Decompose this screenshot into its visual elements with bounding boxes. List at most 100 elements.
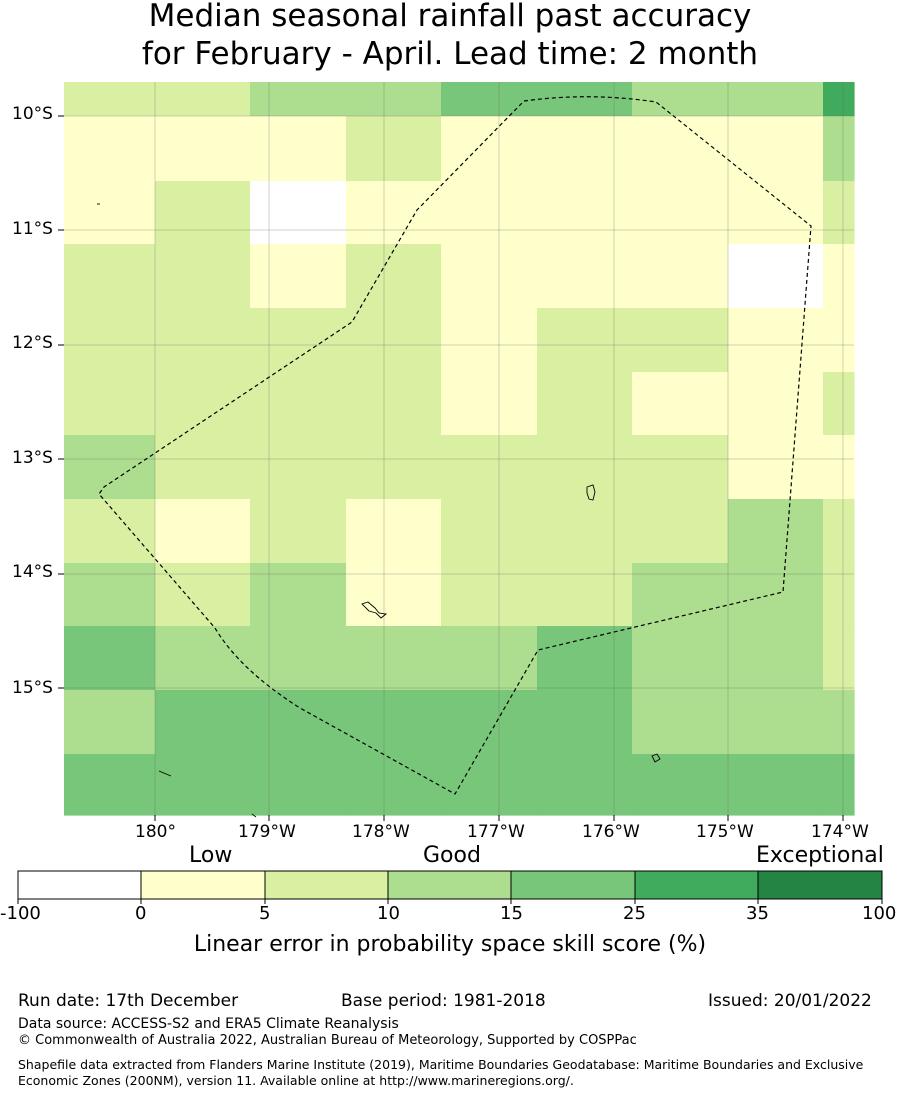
colorbar-category-low: Low [189,843,233,868]
x-tick-label: 179°W [238,822,296,842]
island-outline [251,813,257,818]
skill-cell [346,372,442,436]
skill-cell [537,82,633,117]
colorbar-tick-label: 10 [377,903,400,924]
x-tick-label: 176°W [582,822,640,842]
skill-cell [250,499,347,564]
skill-cell [155,308,251,373]
y-tick-label: 12°S [12,333,53,353]
colorbar-segment [511,871,635,899]
skill-cell [823,372,855,436]
skill-cell [728,626,824,691]
colorbar-segment [141,871,265,899]
colorbar-label: Linear error in probability space skill … [193,932,707,957]
skill-cell [346,116,442,182]
skill-cell [728,435,824,500]
y-tick-label: 13°S [12,448,53,468]
skill-cell [346,82,442,117]
skill-cell [537,372,633,436]
skill-cell [441,690,538,755]
skill-cell [64,499,156,564]
skill-cell [632,563,729,627]
island-outline [361,601,388,619]
skill-cell [441,181,538,245]
skill-cell [346,435,442,500]
skill-cell [250,563,347,627]
colorbar-tick-label: 35 [746,903,769,924]
skill-cell [537,308,633,373]
skill-cell [155,563,251,627]
skill-cell [64,372,156,436]
colorbar-tick-label: 5 [259,903,271,924]
skill-cell [632,244,729,309]
skill-cell [441,308,538,373]
skill-cell [537,116,633,182]
skill-cell [728,82,824,117]
x-tick-label: 174°W [811,822,869,842]
skill-cell [823,754,855,816]
skill-cell [155,754,251,816]
skill-cell [537,181,633,245]
skill-cell [823,626,855,691]
skill-cell [346,563,442,627]
colorbar-category-good: Good [423,843,481,868]
x-tick-label: 178°W [352,822,410,842]
skill-cell [823,181,855,245]
skill-cell [537,754,633,816]
skill-cell [441,499,538,564]
shapefile-credit: Shapefile data extracted from Flanders M… [18,1057,864,1088]
colorbar-tick-label: -100 [0,903,41,924]
skill-cell [823,244,855,309]
colorbar-frame [17,870,883,900]
skill-cell [728,116,824,182]
skill-cell [441,372,538,436]
skill-cell [64,754,156,816]
skill-cell [537,244,633,309]
skill-cell [632,116,729,182]
skill-cell [155,244,251,309]
x-tick-label: 175°W [696,822,754,842]
skill-cell [537,435,633,500]
graticule [64,82,854,815]
skill-cell [441,116,538,182]
skill-cell [441,563,538,627]
skill-cell [64,626,156,691]
skill-cell [250,181,347,245]
skill-cell [250,82,347,117]
skill-cell [346,626,442,691]
colorbar-segment [265,871,388,899]
skill-cell [632,499,729,564]
colorbar-segment [635,871,758,899]
skill-cell [250,308,347,373]
skill-cell [728,690,824,755]
skill-cell [64,82,156,117]
skill-cell [823,690,855,755]
y-tick-label: 14°S [12,562,53,582]
skill-cell [155,181,251,245]
skill-cell [64,435,156,500]
skill-cell [537,690,633,755]
y-tick-label: 11°S [12,219,53,239]
skill-cell [632,435,729,500]
skill-cell [64,244,156,309]
skill-cell [155,82,251,117]
colorbar-segment [758,871,882,899]
skill-cell [537,563,633,627]
colorbar-category-exceptional: Exceptional [756,843,884,868]
skill-cell [632,82,729,117]
skill-cell [441,435,538,500]
copyright-notice: © Commonwealth of Australia 2022, Austra… [18,1033,637,1048]
skill-cell [441,82,538,117]
skill-cell [250,754,347,816]
skill-cell [64,563,156,627]
skill-cell [632,308,729,373]
skill-cell [155,435,251,500]
skill-cell [728,308,824,373]
skill-cell [155,626,251,691]
issued-date: Issued: 20/01/2022 [708,991,872,1011]
skill-cell [537,499,633,564]
skill-cell [250,626,347,691]
skill-cell [346,690,442,755]
colorbar-segment [18,871,141,899]
colorbar-tick-label: 25 [623,903,646,924]
